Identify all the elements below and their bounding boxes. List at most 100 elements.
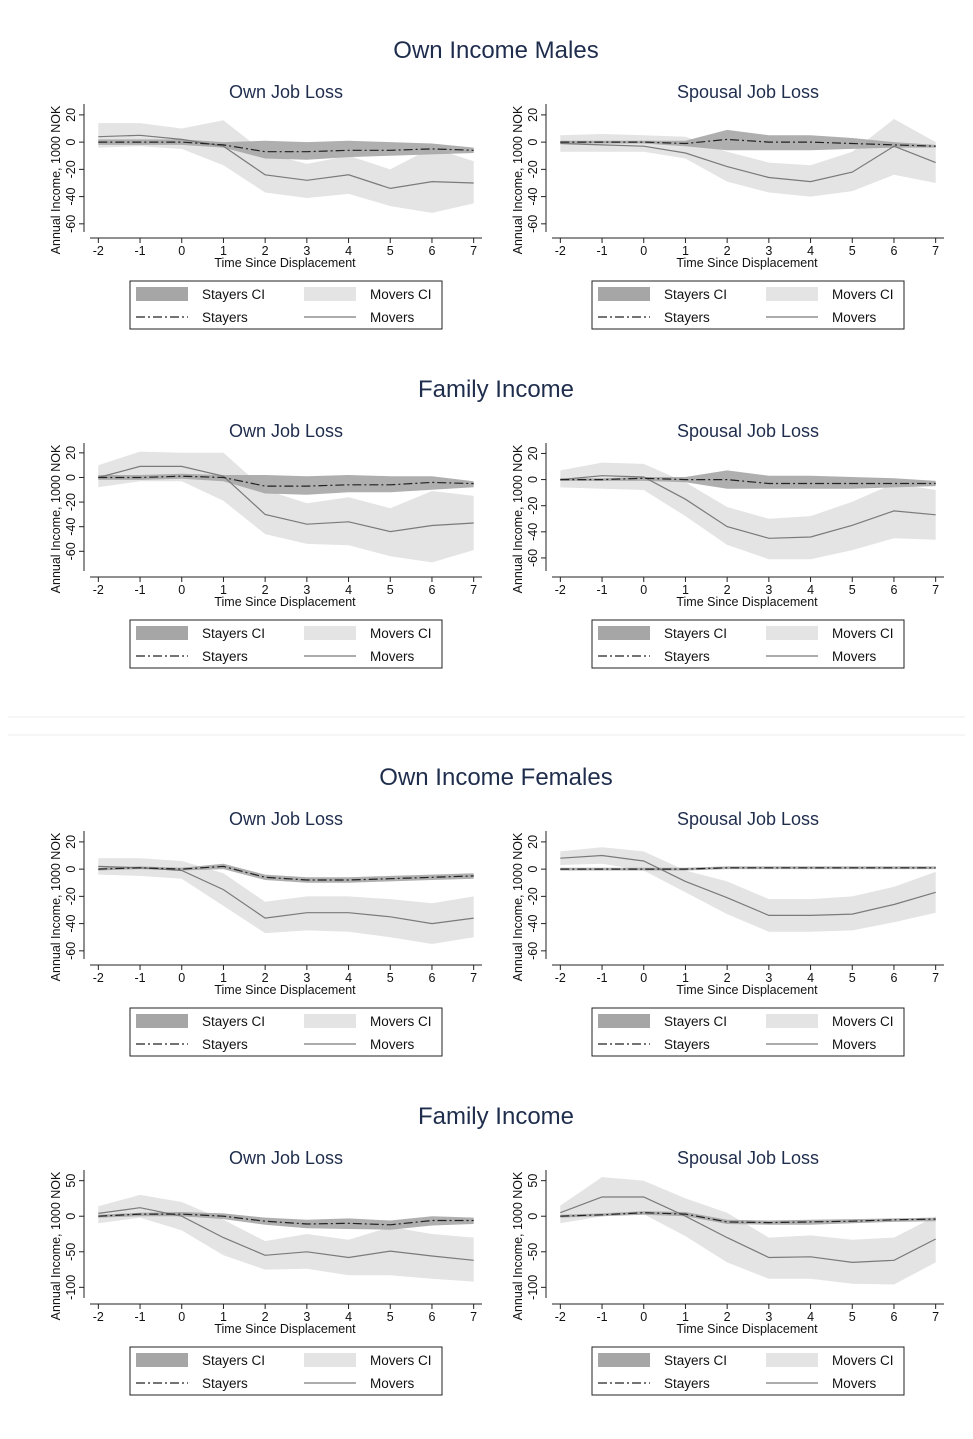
legend-label-stayers: Stayers <box>664 1037 710 1052</box>
x-tick-label: 2 <box>724 1310 731 1324</box>
x-tick-label: 3 <box>765 244 772 258</box>
y-tick-label: 0 <box>64 474 78 481</box>
x-tick-label: 4 <box>807 971 814 985</box>
legend-swatch-stayers-ci <box>598 287 650 301</box>
legend-label-stayers-ci: Stayers CI <box>202 626 265 641</box>
x-tick-label: 1 <box>682 583 689 597</box>
legend-label-stayers: Stayers <box>202 1376 248 1391</box>
x-tick-label: 0 <box>178 244 185 258</box>
x-tick-label: 6 <box>890 583 897 597</box>
stayers-line <box>98 141 474 153</box>
legend-label-stayers-ci: Stayers CI <box>664 287 727 302</box>
x-tick-label: 3 <box>303 583 310 597</box>
x-tick-label: 5 <box>849 244 856 258</box>
legend-swatch-movers-ci <box>304 1014 356 1028</box>
legend: Stayers CI Movers CI Stayers Movers <box>591 1346 905 1396</box>
x-tick-label: 4 <box>345 244 352 258</box>
y-tick-label: 0 <box>64 139 78 146</box>
legend-swatch-stayers-ci <box>598 626 650 640</box>
legend-label-movers: Movers <box>370 649 415 664</box>
stayers-ci-band <box>560 470 936 489</box>
x-tick-label: 3 <box>303 244 310 258</box>
chart-panel: Spousal Job Loss -2 -1 0 1 2 3 4 5 6 7 20 0 -20 -40 -60… <box>511 809 944 1057</box>
stayers-ci-band <box>98 1212 474 1230</box>
x-tick-label: 6 <box>428 971 435 985</box>
legend-swatch-movers-ci <box>766 287 818 301</box>
x-axis-label: Time Since Displacement <box>676 595 818 609</box>
legend: Stayers CI Movers CI Stayers Movers <box>129 1007 443 1057</box>
stayers-line <box>98 1213 474 1226</box>
x-tick-label: 4 <box>807 244 814 258</box>
x-tick-label: 6 <box>890 244 897 258</box>
x-tick-label: 6 <box>428 244 435 258</box>
movers-line <box>98 465 474 533</box>
x-tick-label: 0 <box>640 971 647 985</box>
x-tick-label: -1 <box>596 1310 607 1324</box>
stayers-line <box>98 865 474 881</box>
x-tick-label: 2 <box>262 971 269 985</box>
stayers-line <box>98 475 474 487</box>
group-title: Family Income <box>418 376 574 403</box>
y-tick-label: -50 <box>526 1243 540 1261</box>
legend-label-movers-ci: Movers CI <box>832 1353 894 1368</box>
chart-panel: Spousal Job Loss -2 -1 0 1 2 3 4 5 6 7 20 0 -20 -40 -60… <box>511 82 944 330</box>
x-tick-label: -2 <box>93 1310 104 1324</box>
x-tick-label: 6 <box>428 1310 435 1324</box>
stayers-ci-band <box>98 473 474 495</box>
x-tick-label: 6 <box>428 583 435 597</box>
y-tick-label: -20 <box>526 160 540 178</box>
x-tick-label: -2 <box>555 583 566 597</box>
x-tick-label: 7 <box>470 244 477 258</box>
x-tick-label: -2 <box>555 244 566 258</box>
x-tick-label: -1 <box>596 244 607 258</box>
y-tick-label: 0 <box>526 866 540 873</box>
legend-label-stayers-ci: Stayers CI <box>202 1353 265 1368</box>
movers-line <box>560 854 936 917</box>
movers-line <box>98 134 474 190</box>
panel-title: Own Job Loss <box>229 809 343 829</box>
legend-label-stayers-ci: Stayers CI <box>202 287 265 302</box>
y-tick-label: -20 <box>64 887 78 905</box>
chart-panels: Own Job Loss-2 -1 0 1 2 3 4 5 6 7200-20-40-60Time… <box>49 82 944 1396</box>
y-axis-label: Annual Income, 1000 NOK <box>511 105 525 254</box>
y-tick-label: -20 <box>64 160 78 178</box>
x-tick-label: 0 <box>640 244 647 258</box>
legend-label-movers-ci: Movers CI <box>832 1014 894 1029</box>
y-tick-label: 20 <box>526 108 540 122</box>
x-tick-label: 0 <box>178 583 185 597</box>
y-tick-label: -20 <box>526 887 540 905</box>
group-title: Own Income Females <box>379 764 612 791</box>
legend-label-movers: Movers <box>370 310 415 325</box>
chart-panel: Own Job Loss -2 -1 0 1 2 3 4 5 6 7 20 0 -20 -40 -60 Time… <box>49 82 482 330</box>
y-axis-label: Annual Income, 1000 NOK <box>511 1171 525 1320</box>
y-axis-label: Annual Income, 1000 NOK <box>49 832 63 981</box>
legend-swatch-stayers-ci <box>598 1353 650 1367</box>
x-tick-label: 7 <box>932 971 939 985</box>
y-tick-label: -60 <box>64 215 78 233</box>
x-tick-label: 5 <box>387 971 394 985</box>
x-tick-label: 7 <box>470 971 477 985</box>
panel-title: Spousal Job Loss <box>677 82 819 102</box>
chart-panel: Own Job Loss -2 -1 0 1 2 3 4 5 6 7 20 0 -20 -40 -60 Time… <box>49 421 482 669</box>
legend: Stayers CI Movers CI Stayers Movers <box>129 280 443 330</box>
stayers-ci-band <box>560 1211 936 1225</box>
legend-label-stayers-ci: Stayers CI <box>202 1014 265 1029</box>
x-tick-label: 3 <box>765 971 772 985</box>
legend: Stayers CI Movers CI Stayers Movers <box>591 280 905 330</box>
stayers-ci-band <box>560 129 936 151</box>
x-tick-label: -1 <box>596 971 607 985</box>
stayers-line <box>560 867 936 870</box>
y-tick-label: 20 <box>64 446 78 460</box>
movers-ci-band <box>560 1177 936 1285</box>
x-tick-label: 2 <box>724 583 731 597</box>
panel-title: Spousal Job Loss <box>677 1148 819 1168</box>
chart-panel: Spousal Job Loss -2 -1 0 1 2 3 4 5 6 7 20 0 -20 -40 -60… <box>511 421 944 669</box>
x-tick-label: 2 <box>724 971 731 985</box>
y-tick-label: 0 <box>526 476 540 483</box>
stayers-line <box>560 138 936 147</box>
movers-ci-band <box>98 858 474 944</box>
stayers-ci-band <box>98 139 474 160</box>
x-tick-label: 3 <box>765 583 772 597</box>
stayers-line <box>560 477 936 485</box>
x-axis-label: Time Since Displacement <box>676 1322 818 1336</box>
